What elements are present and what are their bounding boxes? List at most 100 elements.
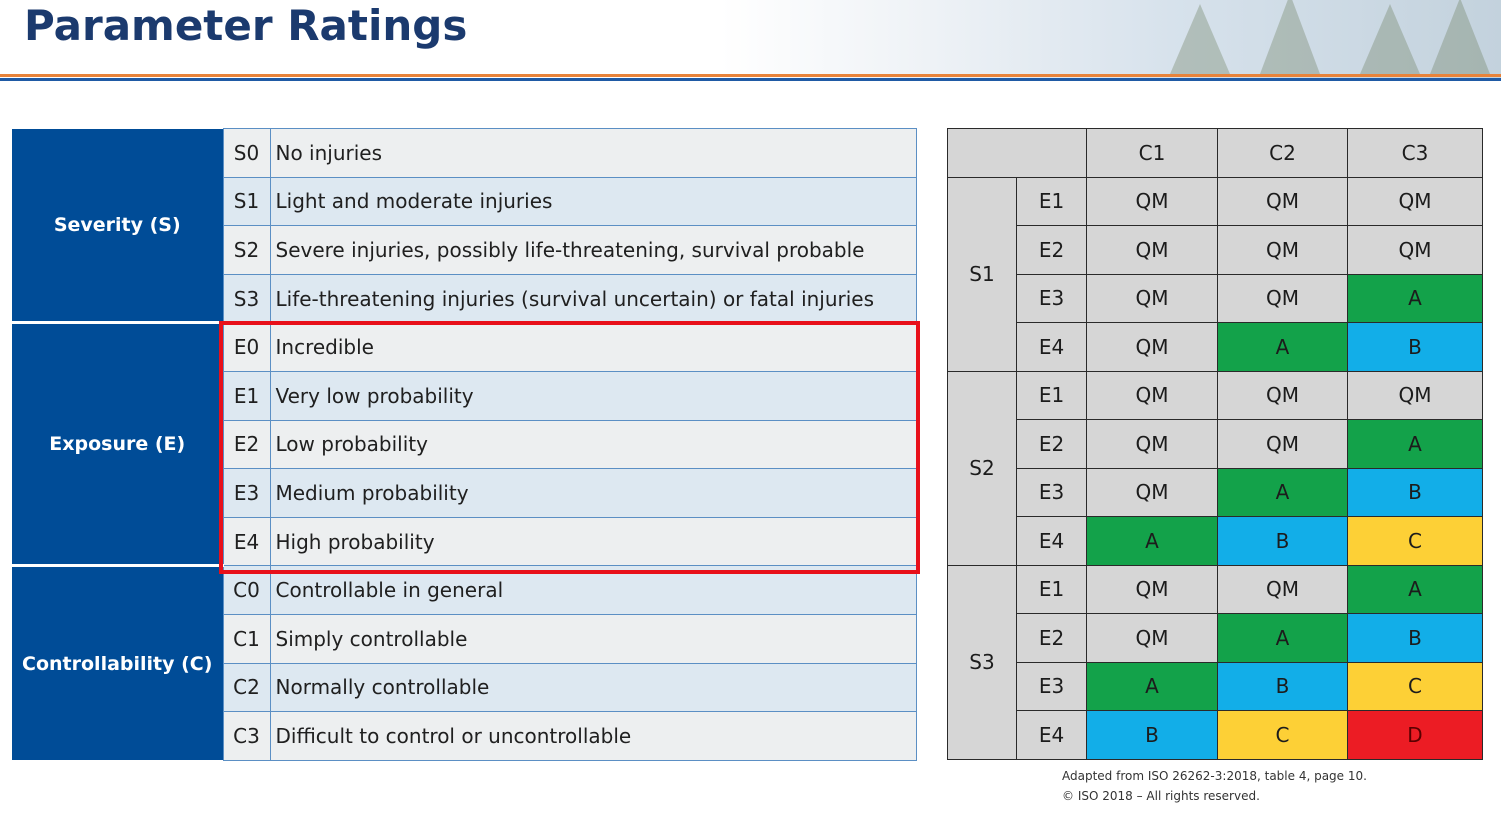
matrix-severity-label: S3 [947,564,1017,760]
asil-cell: B [1086,710,1218,760]
parameter-row: E2 Low probability [12,419,917,470]
parameter-description: Simply controllable [269,613,917,664]
matrix-row: E4 B C D [948,710,1483,760]
matrix-corner-cell [947,128,1087,178]
matrix-severity-label: S2 [947,370,1017,566]
matrix-row: E3 QM A B [948,467,1483,517]
asil-cell: QM [1086,176,1218,226]
matrix-exposure-label: E4 [1016,516,1087,566]
matrix-exposure-label: E2 [1016,225,1087,275]
asil-cell: QM [1086,467,1218,517]
matrix-row: E3 QM QM A [948,273,1483,323]
matrix-exposure-label: E2 [1016,613,1087,663]
matrix-exposure-label: E1 [1016,370,1087,420]
parameter-row: S3 Life-threatening injuries (survival un… [12,273,917,324]
tree-decoration [1170,4,1230,74]
asil-cell: A [1086,661,1218,711]
category-label: Exposure (E) [12,321,223,566]
parameter-row: Severity (S) S0 No injuries [12,128,917,323]
footnote-source: Adapted from ISO 26262-3:2018, table 4, … [1062,769,1367,783]
asil-cell: B [1217,661,1348,711]
matrix-row: E2 QM QM A [948,419,1483,469]
asil-cell: QM [1086,322,1218,372]
parameter-description: Normally controllable [269,662,917,713]
matrix-row: S1 E1 QM QM QM [947,176,1483,372]
matrix-row: S3 E1 QM QM A [947,564,1483,760]
asil-determination-table: C1 C2 C3 S1 E1 QM QM QM E2 QM QM QM E3 QM QM A E4 QM A B S2 E… [947,128,1483,760]
asil-cell: QM [1217,225,1348,275]
category-label: Severity (S) [12,128,223,323]
matrix-row: E4 A B C [948,516,1483,566]
asil-cell: QM [1086,419,1218,469]
asil-cell: QM [1217,370,1348,420]
parameter-description: High probability [269,516,917,567]
matrix-column-header: C2 [1217,128,1348,178]
asil-cell: QM [1086,370,1218,420]
parameter-code: S2 [222,225,271,275]
parameter-row: Exposure (E) E0 Incredible [12,321,917,566]
asil-cell: A [1347,273,1483,323]
footnote: Adapted from ISO 26262-3:2018, table 4, … [1062,766,1367,806]
matrix-row: S2 E1 QM QM QM [947,370,1483,566]
parameter-code: C0 [222,565,271,615]
parameter-row: E3 Medium probability [12,468,917,518]
parameter-code: E4 [222,516,271,567]
parameter-description: Difficult to control or uncontrollable [269,711,917,761]
page-title: Parameter Ratings [24,1,468,50]
matrix-exposure-label: E3 [1016,661,1087,711]
asil-cell: QM [1086,564,1218,614]
matrix-exposure-label: E4 [1016,710,1087,760]
matrix-exposure-label: E3 [1016,467,1087,517]
footnote-copyright: © ISO 2018 – All rights reserved. [1062,789,1260,803]
asil-cell: D [1347,710,1483,760]
matrix-row: E3 A B C [948,661,1483,711]
parameter-code: E0 [222,322,271,372]
parameter-code: E2 [222,419,271,470]
asil-cell: QM [1217,564,1348,614]
asil-cell: C [1347,661,1483,711]
matrix-exposure-label: E4 [1016,322,1087,372]
category-label: Controllability (C) [12,564,223,761]
asil-cell: QM [1217,176,1348,226]
matrix-exposure-label: E2 [1016,419,1087,469]
matrix-row: E4 QM A B [948,322,1483,372]
asil-cell: QM [1086,273,1218,323]
asil-cell: QM [1347,225,1483,275]
parameter-row: E1 Very low probability [12,370,917,421]
parameter-code: E3 [222,468,271,518]
parameter-description: Very low probability [269,370,917,421]
asil-cell: A [1347,419,1483,469]
parameter-row: C2 Normally controllable [12,662,917,713]
parameter-ratings-table: Severity (S) S0 No injuries S1 Light and mod… [12,128,917,761]
title-banner: Parameter Ratings [0,0,1501,80]
asil-cell: B [1347,467,1483,517]
parameter-description: Controllable in general [269,565,917,615]
parameter-code: S0 [222,128,271,178]
parameter-description: No injuries [269,128,917,178]
tree-decoration [1360,4,1420,74]
parameter-code: E1 [222,370,271,421]
tree-decoration [1260,0,1320,74]
parameter-description: Low probability [269,419,917,470]
asil-cell: QM [1347,370,1483,420]
matrix-exposure-label: E3 [1016,273,1087,323]
matrix-row: E2 QM A B [948,613,1483,663]
asil-cell: A [1347,564,1483,614]
parameter-description: Incredible [269,322,917,372]
asil-cell: QM [1086,613,1218,663]
asil-cell: QM [1217,419,1348,469]
asil-cell: C [1217,710,1348,760]
parameter-code: S1 [222,176,271,227]
parameter-description: Medium probability [269,468,917,518]
asil-cell: B [1217,516,1348,566]
parameter-code: C3 [222,711,271,761]
parameter-description: Severe injuries, possibly life-threateni… [269,225,917,275]
header-rule-orange [0,74,1501,77]
parameter-description: Light and moderate injuries [269,176,917,227]
parameter-row: E4 High probability [12,516,917,567]
matrix-severity-label: S1 [947,176,1017,372]
parameter-code: S3 [222,273,271,324]
asil-cell: B [1347,322,1483,372]
asil-cell: A [1217,322,1348,372]
asil-cell: QM [1086,225,1218,275]
